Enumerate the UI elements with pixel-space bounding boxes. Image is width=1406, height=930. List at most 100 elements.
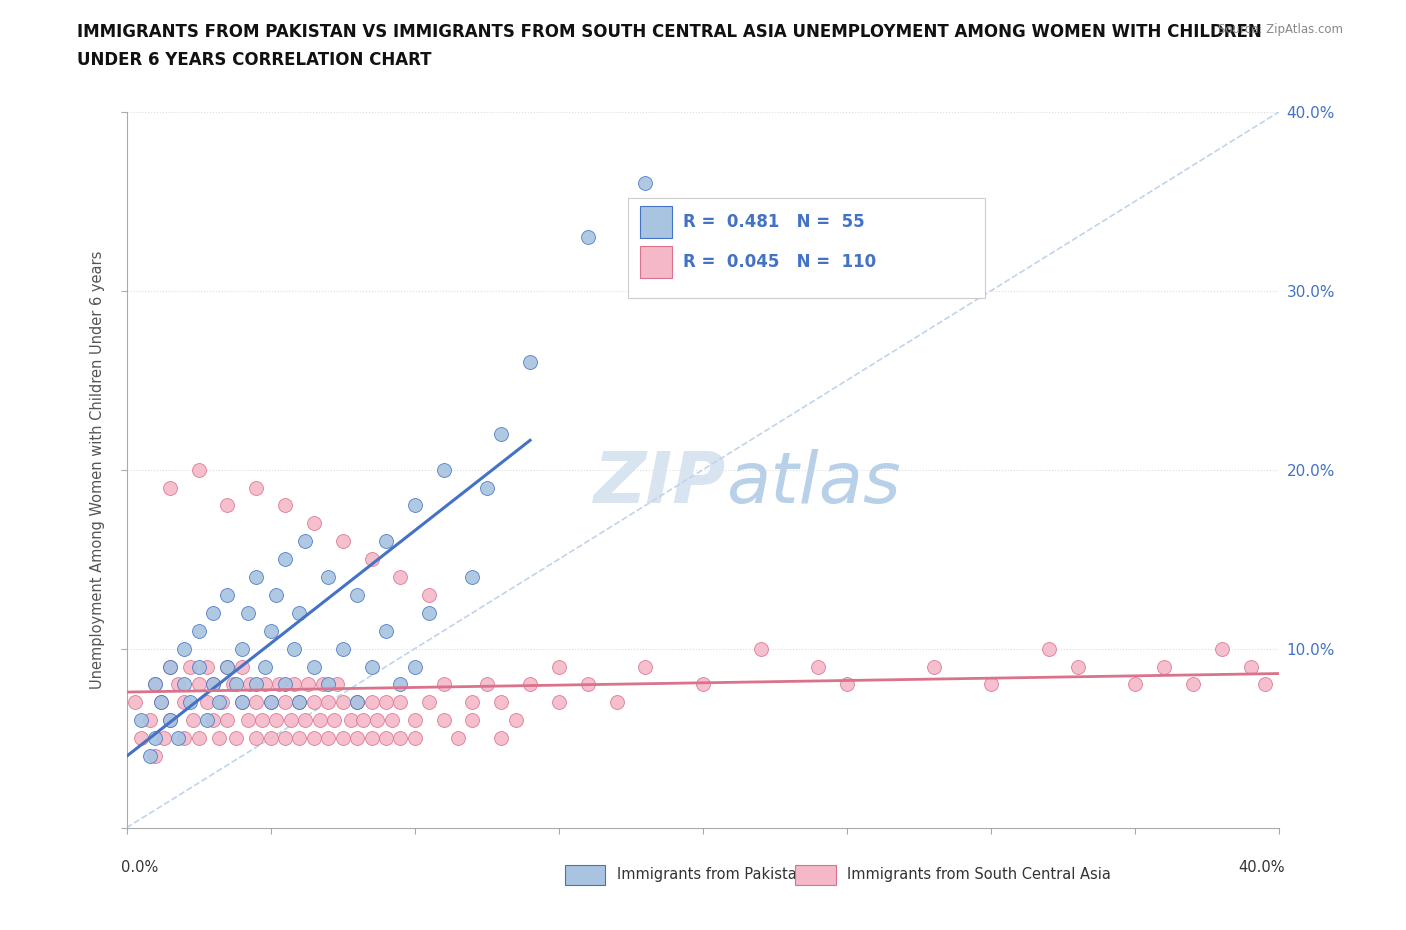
- Point: [606, 695, 628, 710]
- Point: [433, 712, 456, 727]
- Point: [433, 677, 456, 692]
- Point: [1254, 677, 1277, 692]
- Point: [374, 623, 398, 638]
- Point: [274, 695, 297, 710]
- Point: [269, 677, 291, 692]
- Point: [217, 498, 239, 513]
- Point: [326, 677, 349, 692]
- Point: [253, 659, 276, 674]
- Point: [181, 712, 204, 727]
- Point: [195, 695, 218, 710]
- Point: [519, 677, 541, 692]
- Point: [187, 623, 209, 638]
- Point: [418, 605, 440, 620]
- Point: [173, 677, 195, 692]
- Point: [318, 569, 340, 585]
- Point: [389, 731, 412, 746]
- Point: [433, 462, 456, 477]
- Point: [1153, 659, 1175, 674]
- Point: [749, 642, 772, 657]
- Point: [159, 480, 181, 495]
- Point: [173, 731, 195, 746]
- Point: [239, 677, 262, 692]
- Point: [389, 569, 412, 585]
- Point: [505, 712, 527, 727]
- Point: [308, 712, 330, 727]
- Point: [124, 695, 146, 710]
- Point: [360, 659, 382, 674]
- Point: [346, 695, 368, 710]
- Point: [167, 677, 190, 692]
- Point: [302, 659, 325, 674]
- Point: [217, 659, 239, 674]
- Point: [159, 659, 181, 674]
- Point: [1067, 659, 1090, 674]
- Point: [274, 551, 297, 566]
- Point: [346, 695, 368, 710]
- Point: [266, 712, 288, 727]
- Point: [461, 695, 484, 710]
- Point: [491, 695, 513, 710]
- Point: [208, 695, 231, 710]
- Point: [302, 695, 325, 710]
- Point: [195, 659, 218, 674]
- Point: [404, 712, 426, 727]
- Point: [225, 731, 247, 746]
- Point: [1038, 642, 1060, 657]
- Point: [360, 695, 382, 710]
- Point: [236, 712, 259, 727]
- Point: [360, 551, 382, 566]
- Point: [145, 677, 166, 692]
- Point: [202, 677, 225, 692]
- Point: [491, 731, 513, 746]
- Point: [179, 695, 201, 710]
- Point: [187, 462, 209, 477]
- Point: [1240, 659, 1263, 674]
- Point: [222, 677, 245, 692]
- Text: IMMIGRANTS FROM PAKISTAN VS IMMIGRANTS FROM SOUTH CENTRAL ASIA UNEMPLOYMENT AMON: IMMIGRANTS FROM PAKISTAN VS IMMIGRANTS F…: [77, 23, 1263, 41]
- Point: [150, 695, 173, 710]
- Point: [266, 588, 288, 603]
- Point: [634, 176, 657, 191]
- Point: [187, 731, 209, 746]
- Point: [179, 659, 201, 674]
- Point: [150, 695, 173, 710]
- Point: [202, 712, 225, 727]
- Point: [236, 605, 259, 620]
- Text: R =  0.045   N =  110: R = 0.045 N = 110: [683, 253, 876, 271]
- Point: [225, 677, 247, 692]
- Y-axis label: Unemployment Among Women with Children Under 6 years: Unemployment Among Women with Children U…: [90, 250, 105, 689]
- Text: R =  0.481   N =  55: R = 0.481 N = 55: [683, 213, 865, 232]
- Point: [280, 712, 302, 727]
- Point: [318, 695, 340, 710]
- Point: [1181, 677, 1204, 692]
- Point: [922, 659, 945, 674]
- Point: [323, 712, 346, 727]
- Point: [283, 677, 305, 692]
- Bar: [640, 246, 672, 278]
- Point: [129, 731, 152, 746]
- Point: [404, 659, 426, 674]
- Point: [195, 712, 218, 727]
- Point: [217, 712, 239, 727]
- Point: [274, 731, 297, 746]
- Point: [366, 712, 388, 727]
- Point: [447, 731, 470, 746]
- Text: Immigrants from South Central Asia: Immigrants from South Central Asia: [846, 867, 1111, 882]
- Point: [217, 659, 239, 674]
- Bar: [565, 865, 605, 885]
- Text: UNDER 6 YEARS CORRELATION CHART: UNDER 6 YEARS CORRELATION CHART: [77, 51, 432, 69]
- Point: [418, 588, 440, 603]
- Point: [288, 695, 311, 710]
- Point: [245, 569, 267, 585]
- Point: [138, 749, 160, 764]
- Point: [231, 659, 253, 674]
- Point: [835, 677, 858, 692]
- Point: [129, 712, 152, 727]
- Point: [159, 712, 181, 727]
- Point: [208, 731, 231, 746]
- Point: [288, 605, 311, 620]
- Point: [245, 480, 267, 495]
- Point: [294, 534, 316, 549]
- Point: [576, 230, 599, 245]
